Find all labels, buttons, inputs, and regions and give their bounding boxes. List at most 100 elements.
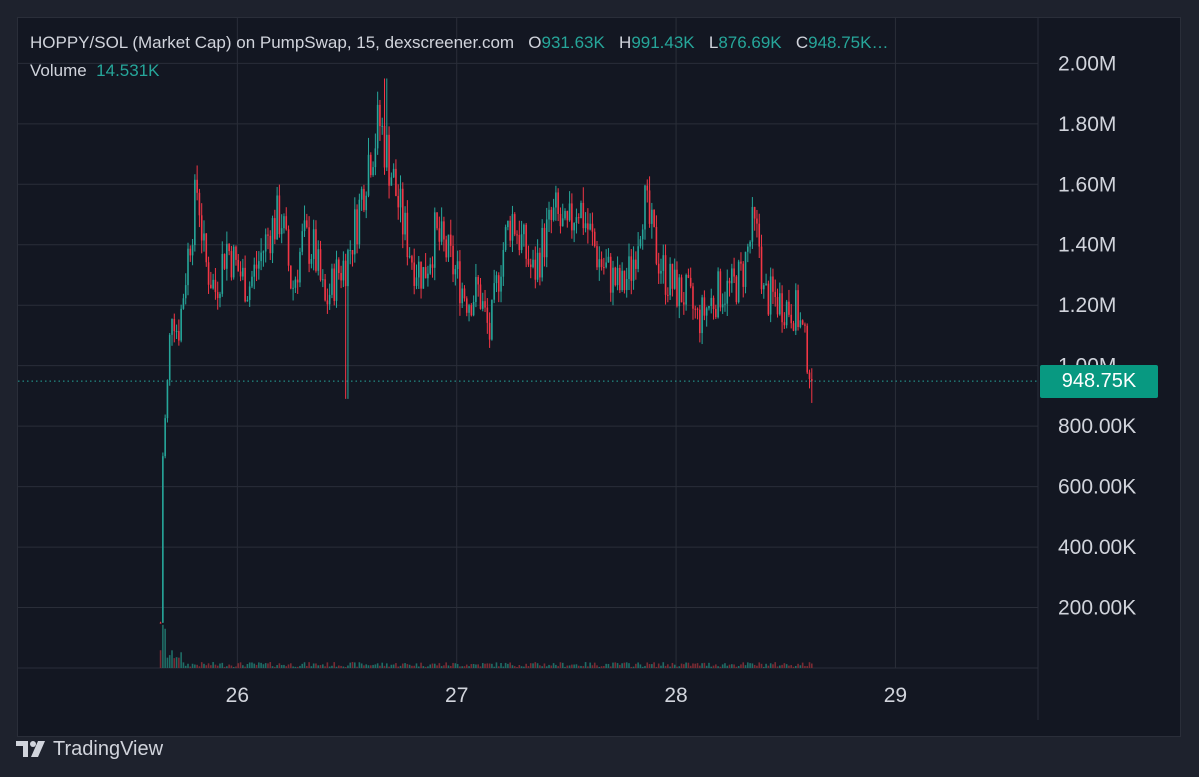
volume-bar bbox=[470, 664, 473, 668]
volume-bar bbox=[481, 663, 484, 668]
candle-body bbox=[765, 283, 767, 286]
volume-bar bbox=[559, 662, 562, 668]
volume-bar bbox=[367, 665, 370, 668]
volume-bar bbox=[657, 663, 660, 668]
volume-bar bbox=[788, 665, 790, 668]
volume-bar bbox=[699, 665, 701, 668]
volume-bar bbox=[573, 664, 575, 668]
volume-bar bbox=[717, 666, 719, 668]
candle-body bbox=[783, 322, 786, 326]
candle-body bbox=[433, 212, 436, 268]
candle-body bbox=[715, 308, 717, 318]
volume-bar bbox=[502, 666, 505, 668]
candle-body bbox=[557, 192, 559, 214]
volume-bar bbox=[598, 666, 601, 668]
candle-body bbox=[319, 249, 322, 280]
candle-body bbox=[564, 211, 566, 219]
high-label: H bbox=[619, 33, 632, 52]
candle-body bbox=[312, 229, 315, 260]
volume-bar bbox=[296, 666, 299, 668]
volume-bar bbox=[383, 665, 386, 668]
legend-volume: Volume 14.531K bbox=[30, 61, 160, 81]
volume-bar bbox=[744, 665, 747, 668]
candle-body bbox=[724, 303, 726, 305]
candle-body bbox=[344, 260, 347, 287]
candle-body bbox=[676, 269, 678, 307]
low-label: L bbox=[708, 33, 719, 52]
volume-bar bbox=[794, 665, 797, 668]
volume-bar bbox=[564, 666, 566, 668]
candle-body bbox=[660, 270, 662, 274]
volume-bar bbox=[509, 662, 511, 668]
candle-body bbox=[351, 250, 354, 255]
volume-bar bbox=[216, 665, 219, 668]
chart-canvas[interactable]: 2.00M1.80M1.60M1.40M1.20M1.00M800.00K600… bbox=[18, 18, 1180, 736]
candle-body bbox=[756, 218, 758, 224]
candle-body bbox=[502, 249, 505, 277]
open-value: 931.63K bbox=[541, 33, 605, 52]
volume-bar bbox=[518, 664, 521, 668]
volume-bar bbox=[440, 666, 443, 668]
candle-body bbox=[212, 279, 214, 289]
candle-body bbox=[758, 223, 761, 247]
volume-bar bbox=[497, 666, 500, 668]
volume-label[interactable]: Volume bbox=[30, 61, 87, 80]
volume-bar bbox=[731, 664, 733, 668]
tradingview-brand[interactable]: TradingView bbox=[16, 737, 163, 761]
candle-body bbox=[689, 277, 692, 287]
volume-bar bbox=[678, 666, 681, 668]
volume-bar bbox=[783, 663, 786, 668]
candlestick-series[interactable] bbox=[159, 78, 813, 624]
candle-body bbox=[486, 307, 489, 323]
volume-bar bbox=[431, 663, 434, 668]
volume-bar bbox=[696, 663, 699, 668]
candle-body bbox=[619, 267, 621, 291]
candle-body bbox=[523, 224, 525, 235]
candle-body bbox=[797, 290, 799, 328]
candle-body bbox=[178, 331, 180, 341]
volume-bar bbox=[705, 665, 708, 668]
volume-bar bbox=[683, 664, 685, 668]
price-axis[interactable]: 2.00M1.80M1.60M1.40M1.20M1.00M800.00K600… bbox=[1058, 52, 1136, 619]
volume-bar bbox=[447, 665, 450, 668]
chart-frame[interactable]: 2.00M1.80M1.60M1.40M1.20M1.00M800.00K600… bbox=[17, 17, 1181, 737]
candle-body bbox=[461, 288, 463, 304]
candle-body bbox=[411, 256, 413, 263]
candle-body bbox=[687, 274, 690, 278]
candle-body bbox=[742, 263, 745, 287]
time-axis[interactable]: 26 27 28 29 bbox=[226, 684, 907, 707]
symbol-title[interactable]: HOPPY/SOL (Market Cap) on PumpSwap, 15, … bbox=[30, 33, 515, 52]
candle-body bbox=[372, 167, 374, 176]
volume-bar bbox=[429, 664, 432, 668]
volume-bar bbox=[290, 663, 292, 668]
candle-body bbox=[612, 267, 614, 293]
candle-body bbox=[308, 227, 310, 264]
volume-bar bbox=[769, 663, 772, 668]
candle-body bbox=[545, 219, 548, 258]
volume-bar bbox=[488, 663, 491, 668]
volume-bar bbox=[312, 663, 315, 668]
candle-body bbox=[392, 168, 395, 178]
volume-bar bbox=[333, 662, 336, 668]
volume-bar bbox=[452, 662, 454, 668]
volume-bar bbox=[541, 666, 543, 668]
candle-body bbox=[232, 246, 235, 278]
volume-bar bbox=[491, 663, 493, 668]
y-tick-label: 1.80M bbox=[1058, 113, 1116, 136]
volume-bar bbox=[459, 666, 461, 668]
volume-bar bbox=[582, 666, 585, 668]
candle-body bbox=[673, 269, 676, 289]
volume-bar bbox=[212, 662, 214, 668]
candle-body bbox=[207, 262, 210, 285]
candle-body bbox=[625, 279, 628, 291]
volume-bar bbox=[354, 662, 356, 668]
volume-bar bbox=[262, 664, 265, 668]
candle-body bbox=[753, 207, 756, 219]
volume-bar bbox=[703, 662, 706, 668]
candle-body bbox=[175, 331, 178, 333]
candle-body bbox=[792, 323, 795, 331]
volume-bar bbox=[248, 662, 251, 668]
volume-bar bbox=[328, 666, 331, 668]
candle-body bbox=[278, 195, 281, 235]
volume-bar bbox=[260, 662, 262, 668]
